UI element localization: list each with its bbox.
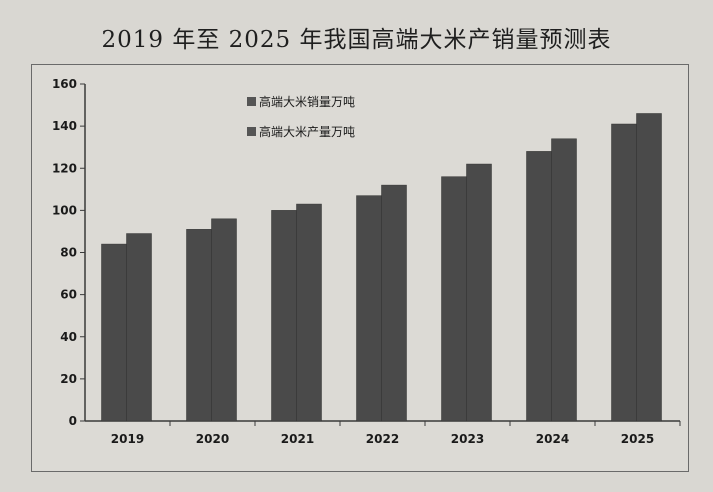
y-tick-label: 0 xyxy=(69,414,77,428)
y-tick-label: 40 xyxy=(60,330,77,344)
legend-marker xyxy=(247,127,256,136)
x-tick-label: 2022 xyxy=(366,432,399,446)
y-tick-label: 160 xyxy=(52,77,77,91)
y-tick-label: 120 xyxy=(52,161,77,175)
y-tick-label: 60 xyxy=(60,288,77,302)
y-tick-label: 20 xyxy=(60,372,77,386)
x-tick-label: 2024 xyxy=(536,432,569,446)
bar-production-2021 xyxy=(296,203,322,422)
bar-production-2019 xyxy=(126,233,152,422)
legend-label: 高端大米销量万吨 xyxy=(259,94,355,109)
bars xyxy=(101,113,662,422)
bar-sales-2023 xyxy=(441,176,467,422)
bar-production-2025 xyxy=(636,113,662,422)
x-tick-label: 2020 xyxy=(196,432,229,446)
bar-sales-2020 xyxy=(186,229,212,422)
x-tick-label: 2019 xyxy=(111,432,144,446)
bar-sales-2024 xyxy=(526,151,552,422)
legend-label: 高端大米产量万吨 xyxy=(259,124,355,139)
x-tick-label: 2021 xyxy=(281,432,314,446)
x-tick-label: 2025 xyxy=(621,432,654,446)
bar-sales-2022 xyxy=(356,195,382,422)
bar-production-2022 xyxy=(381,184,407,422)
bar-production-2020 xyxy=(211,218,237,422)
y-tick-label: 140 xyxy=(52,119,77,133)
bar-sales-2019 xyxy=(101,243,127,422)
bar-production-2023 xyxy=(466,163,492,422)
legend-marker xyxy=(247,97,256,106)
x-ticks: 2019 2020 2021 2022 2023 2024 2025 xyxy=(111,421,681,446)
y-tick-label: 80 xyxy=(60,246,77,260)
chart-title: 2019 年至 2025 年我国高端大米产销量预测表 xyxy=(101,27,612,53)
x-tick-label: 2023 xyxy=(451,432,484,446)
bar-sales-2025 xyxy=(611,123,637,422)
y-ticks: 0 20 40 60 80 100 120 140 160 xyxy=(52,77,85,428)
bar-sales-2021 xyxy=(271,210,297,422)
bar-production-2024 xyxy=(551,138,577,422)
y-tick-label: 100 xyxy=(52,203,77,217)
